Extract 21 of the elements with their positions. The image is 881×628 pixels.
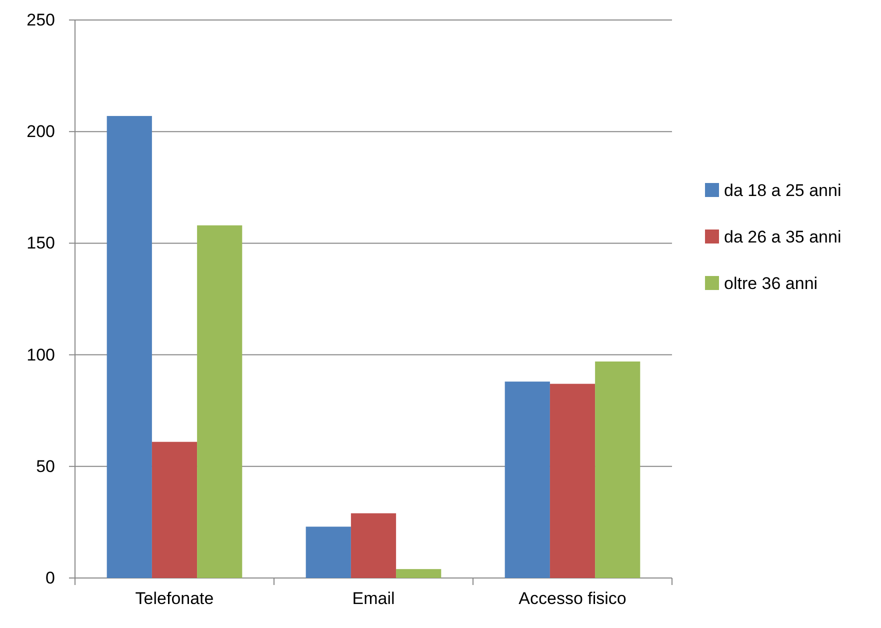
y-tick-label: 0	[46, 568, 55, 588]
bar	[504, 382, 550, 578]
y-tick-label: 250	[26, 10, 55, 30]
y-tick-label: 200	[26, 122, 55, 142]
bar	[197, 225, 242, 578]
legend-label: da 26 a 35 anni	[724, 228, 842, 246]
bar	[152, 442, 198, 578]
bar	[350, 513, 396, 578]
bar	[106, 116, 152, 578]
bar	[550, 384, 596, 578]
bar	[595, 361, 640, 578]
x-tick-label: Telefonate	[135, 589, 214, 608]
y-tick-label: 50	[36, 456, 55, 476]
bar	[306, 526, 351, 578]
x-tick-label: Accesso fisico	[518, 589, 626, 608]
y-tick-label: 100	[26, 345, 55, 364]
legend-label: da 18 a 25 anni	[724, 181, 842, 200]
y-tick-label: 150	[26, 234, 55, 253]
x-tick-label: Email	[352, 589, 395, 608]
legend-label: oltre 36 anni	[724, 274, 818, 293]
bar	[396, 569, 442, 578]
